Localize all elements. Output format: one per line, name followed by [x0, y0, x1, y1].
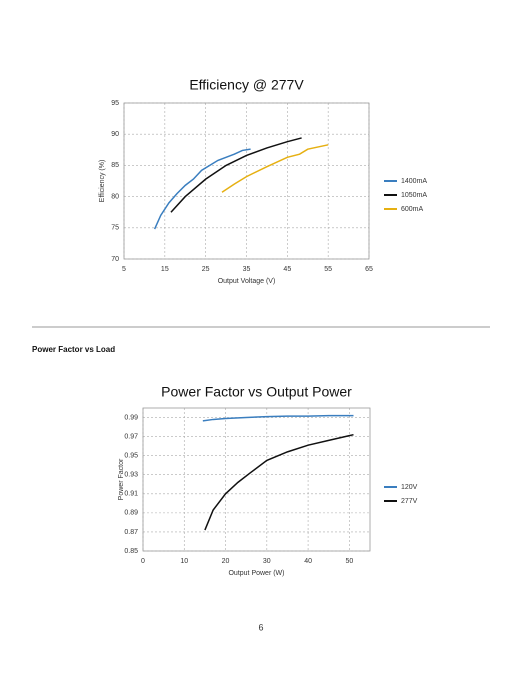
legend-label: 1050mA — [401, 192, 427, 199]
y-tick-label: 0.87 — [124, 529, 138, 536]
legend-label: 277V — [401, 498, 418, 505]
section-heading: Power Factor vs Load — [32, 345, 115, 354]
x-tick-label: 20 — [222, 558, 230, 565]
legend-label: 600mA — [401, 206, 424, 213]
y-tick-label: 70 — [111, 256, 119, 263]
x-tick-label: 0 — [141, 558, 145, 565]
x-axis-label: Output Voltage (V) — [218, 278, 276, 285]
x-tick-label: 35 — [243, 266, 251, 273]
y-tick-label: 0.85 — [124, 548, 138, 555]
x-tick-label: 50 — [345, 558, 353, 565]
x-tick-label: 5 — [122, 266, 126, 273]
x-tick-label: 55 — [324, 266, 332, 273]
x-tick-label: 10 — [180, 558, 188, 565]
y-tick-label: 0.89 — [124, 510, 138, 517]
y-tick-label: 0.95 — [124, 453, 138, 460]
legend-label: 1400mA — [401, 178, 427, 185]
series-line — [153, 148, 251, 230]
legend-label: 120V — [401, 484, 418, 491]
series-line — [204, 433, 354, 531]
y-tick-label: 75 — [111, 225, 119, 232]
x-tick-label: 45 — [283, 266, 291, 273]
y-tick-label: 90 — [111, 131, 119, 138]
series-line — [221, 144, 329, 193]
chart-title: Efficiency @ 277V — [189, 77, 304, 93]
y-tick-label: 0.91 — [124, 491, 138, 498]
x-tick-label: 30 — [263, 558, 271, 565]
y-axis-label: Power Factor — [118, 458, 125, 500]
plot-frame — [123, 102, 370, 260]
y-tick-label: 80 — [111, 193, 119, 200]
x-tick-label: 15 — [161, 266, 169, 273]
x-tick-label: 65 — [365, 266, 373, 273]
y-tick-label: 0.93 — [124, 472, 138, 479]
series-line — [170, 137, 302, 213]
plot-frame — [142, 407, 371, 552]
chart-title: Power Factor vs Output Power — [161, 384, 352, 400]
y-tick-label: 95 — [111, 100, 119, 107]
x-tick-label: 40 — [304, 558, 312, 565]
x-tick-label: 25 — [202, 266, 210, 273]
y-tick-label: 0.99 — [124, 414, 138, 421]
y-tick-label: 0.97 — [124, 433, 138, 440]
x-axis-label: Output Power (W) — [228, 570, 284, 577]
page-number: 6 — [258, 622, 263, 632]
y-tick-label: 85 — [111, 162, 119, 169]
y-axis-label: Efficiency (%) — [99, 160, 106, 203]
series-line — [202, 414, 354, 422]
